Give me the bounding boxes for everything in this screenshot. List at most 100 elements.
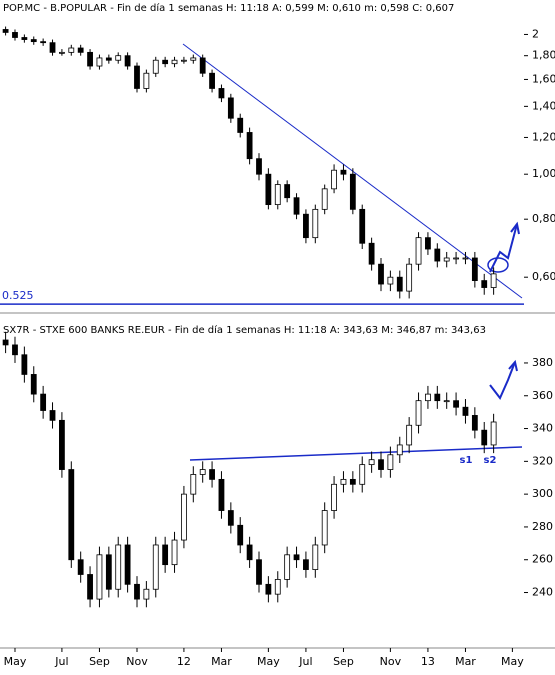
annotation: s2 xyxy=(484,455,497,466)
candle-body xyxy=(274,184,281,206)
candle-body xyxy=(359,464,366,485)
candle-body xyxy=(134,583,140,600)
candle-body xyxy=(246,544,253,561)
x-tick-label: 13 xyxy=(421,655,435,668)
chart-title: POP.MC - B.POPULAR - Fin de día 1 semana… xyxy=(3,2,454,14)
candle-body xyxy=(105,554,112,590)
candle-body xyxy=(274,579,281,595)
candle-body xyxy=(293,197,300,215)
candle-body xyxy=(218,478,225,511)
y-tick-label: 1,80 xyxy=(532,49,555,62)
candle-body xyxy=(312,208,319,239)
candle-body xyxy=(237,524,244,546)
candle-body xyxy=(59,51,65,54)
x-tick-label: May xyxy=(257,655,280,668)
candle-body xyxy=(12,32,18,38)
candle-body xyxy=(96,554,103,600)
x-tick-label: May xyxy=(501,655,524,668)
y-tick-label: 240 xyxy=(532,586,553,599)
candle-body xyxy=(68,47,75,53)
candle-body xyxy=(115,55,122,61)
candle-body xyxy=(321,510,328,546)
y-tick-label: 360 xyxy=(532,389,553,402)
candle-body xyxy=(105,57,112,61)
candle-body xyxy=(162,544,169,566)
y-tick-label: 1,40 xyxy=(532,99,555,112)
candle-body xyxy=(284,554,291,580)
candle-body xyxy=(49,42,56,53)
candle-body xyxy=(331,169,337,190)
candle-body xyxy=(462,406,469,416)
candle-body xyxy=(143,72,150,89)
candle-body xyxy=(378,459,384,470)
candle-body xyxy=(181,59,187,62)
arrow-head xyxy=(508,359,518,372)
candle-body xyxy=(246,132,253,160)
candle-body xyxy=(331,483,337,511)
candle-body xyxy=(30,374,37,395)
annotation: s1 xyxy=(460,455,473,466)
candle-body xyxy=(490,421,497,446)
candle-body xyxy=(59,419,65,470)
candle-body xyxy=(96,57,103,67)
candle-body xyxy=(284,184,291,199)
candle-body xyxy=(471,257,478,281)
candle-body xyxy=(162,59,169,65)
x-tick-label: Nov xyxy=(126,655,148,668)
candle-body xyxy=(453,400,459,408)
arrow-head xyxy=(510,221,520,235)
y-tick-label: 1,20 xyxy=(532,130,555,143)
candle-body xyxy=(481,429,488,446)
candle-body xyxy=(30,39,37,43)
y-tick-label: 260 xyxy=(532,553,553,566)
candle-body xyxy=(256,158,262,175)
candle-body xyxy=(415,400,422,426)
candle-body xyxy=(199,469,206,475)
candle-body xyxy=(2,29,9,33)
candle-body xyxy=(349,173,356,210)
candle-body xyxy=(77,47,84,53)
support-line xyxy=(189,446,523,461)
candle-body xyxy=(227,510,234,526)
x-tick-label: Sep xyxy=(333,655,354,668)
candle-body xyxy=(443,257,450,262)
candle-body xyxy=(87,574,93,600)
y-tick-label: 280 xyxy=(532,520,553,533)
y-tick-label: 380 xyxy=(532,356,553,369)
reference-label: 0.525 xyxy=(2,289,34,302)
candle-body xyxy=(434,393,441,402)
candle-body xyxy=(134,65,140,89)
candle-body xyxy=(171,59,178,65)
candle-body xyxy=(21,37,28,40)
candle-body xyxy=(199,57,206,74)
candle-body xyxy=(396,444,403,456)
candle-body xyxy=(171,539,178,566)
candle-body xyxy=(490,273,497,288)
candle-body xyxy=(218,88,225,99)
candle-body xyxy=(115,544,122,590)
x-tick-label: Nov xyxy=(380,655,402,668)
candle-body xyxy=(471,415,478,431)
candle-body xyxy=(68,469,75,561)
x-tick-label: Mar xyxy=(455,655,476,668)
candle-body xyxy=(321,188,328,210)
y-tick-label: 340 xyxy=(532,422,553,435)
arrow xyxy=(489,223,518,273)
candle-body xyxy=(181,493,187,541)
candle-body xyxy=(378,263,384,285)
candle-body xyxy=(265,583,272,595)
candle-body xyxy=(124,55,131,67)
x-tick-label: Mar xyxy=(211,655,232,668)
candle-body xyxy=(387,454,394,470)
candle-body xyxy=(434,248,441,262)
candle-body xyxy=(340,478,347,485)
x-tick-label: Jul xyxy=(298,655,312,668)
candle-body xyxy=(406,424,413,446)
candle-body xyxy=(359,208,366,244)
candle-body xyxy=(340,169,347,175)
y-tick-label: 1,00 xyxy=(532,167,555,180)
y-tick-label: 320 xyxy=(532,454,553,467)
candle-body xyxy=(190,474,197,495)
